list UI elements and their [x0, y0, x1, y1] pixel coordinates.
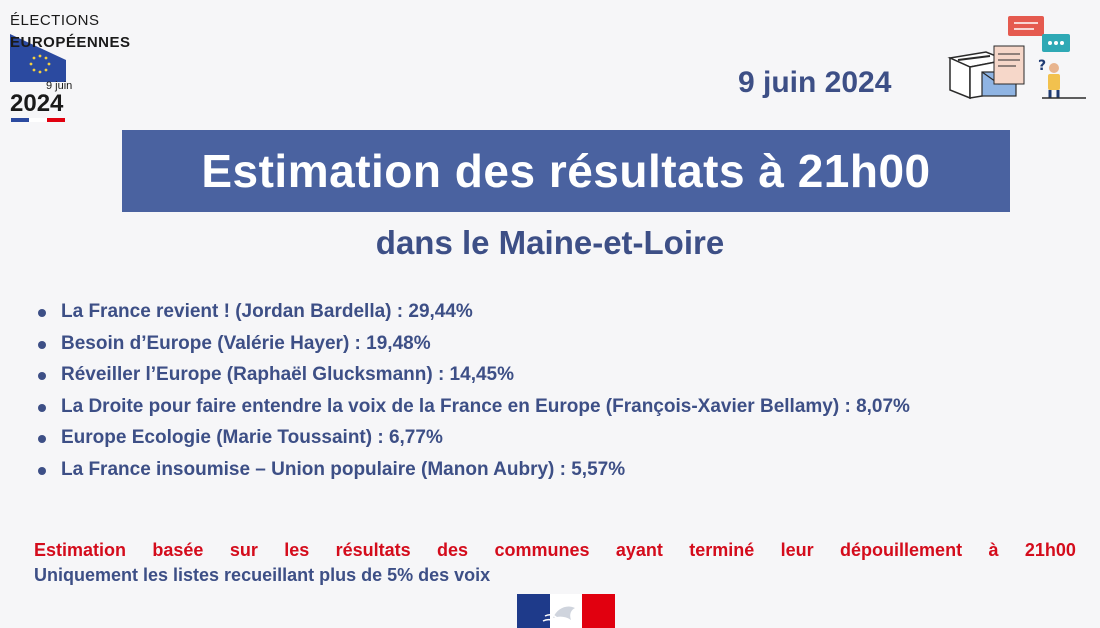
list-item: Réveiller l’Europe (Raphaël Glucksmann) …	[38, 361, 910, 393]
result-text: La France revient ! (Jordan Bardella) : …	[61, 301, 473, 322]
note-word: terminé	[689, 540, 755, 560]
bullet-icon	[38, 466, 46, 475]
note-word: basée	[152, 540, 204, 560]
note-word: 21h00	[1024, 540, 1076, 560]
result-text: Europe Ecologie (Marie Toussaint) : 6,77…	[61, 427, 443, 448]
note-word: dépouillement	[840, 540, 963, 560]
eu-flag-icon	[10, 34, 66, 82]
result-text: Besoin d’Europe (Valérie Hayer) : 19,48%	[61, 332, 431, 354]
note-word: ayant	[615, 540, 663, 560]
list-item: Besoin d’Europe (Valérie Hayer) : 19,48%	[38, 330, 910, 362]
bullet-icon	[38, 340, 46, 349]
result-text: Réveiller l’Europe (Raphaël Glucksmann) …	[61, 364, 514, 385]
result-text: La Droite pour faire entendre la voix de…	[61, 395, 910, 417]
bullet-icon	[38, 435, 46, 443]
note-word: des	[437, 540, 469, 560]
bullet-icon	[38, 309, 46, 317]
note-word: leur	[780, 540, 814, 560]
title-banner: Estimation des résultats à 21h00	[122, 130, 1010, 212]
list-item: Europe Ecologie (Marie Toussaint) : 6,77…	[38, 424, 910, 456]
note-word: à	[988, 540, 999, 560]
bullet-icon	[38, 372, 46, 380]
marianne-logo-icon	[517, 594, 615, 628]
threshold-note: Uniquement les listes recueillant plus d…	[34, 565, 491, 585]
results-list: La France revient ! (Jordan Bardella) : …	[38, 298, 910, 487]
list-item: La Droite pour faire entendre la voix de…	[38, 393, 910, 425]
ballot-box-illustration-icon: ?	[947, 16, 1086, 100]
estimation-note: Estimation basée sur les résultats des commune…	[34, 540, 1076, 561]
note-word: communes	[494, 540, 590, 560]
logo-line1: ÉLECTIONS	[10, 12, 100, 29]
subtitle: dans le Maine-et-Loire	[0, 224, 1100, 262]
note-word: résultats	[335, 540, 411, 560]
list-item: La France revient ! (Jordan Bardella) : …	[38, 298, 910, 330]
elections-logo: ÉLECTIONS EUROPÉENNES 9 juin 2024	[10, 12, 210, 124]
page-title: Estimation des résultats à 21h00	[201, 145, 931, 197]
list-item: La France insoumise – Union populaire (M…	[38, 456, 910, 488]
logo-date: 9 juin	[46, 80, 73, 92]
election-date: 9 juin 2024	[738, 66, 892, 99]
result-text: La France insoumise – Union populaire (M…	[61, 458, 626, 480]
logo-line2: EUROPÉENNES	[10, 34, 131, 51]
bullet-icon	[38, 403, 46, 412]
svg-text:?: ?	[1038, 58, 1046, 74]
note-word: sur	[229, 540, 258, 560]
tricolor-bar	[11, 118, 65, 122]
subtitle-text: dans le Maine-et-Loire	[375, 224, 725, 261]
note-word: Estimation	[34, 540, 127, 560]
note-word: les	[284, 540, 310, 560]
logo-year: 2024	[10, 90, 64, 117]
